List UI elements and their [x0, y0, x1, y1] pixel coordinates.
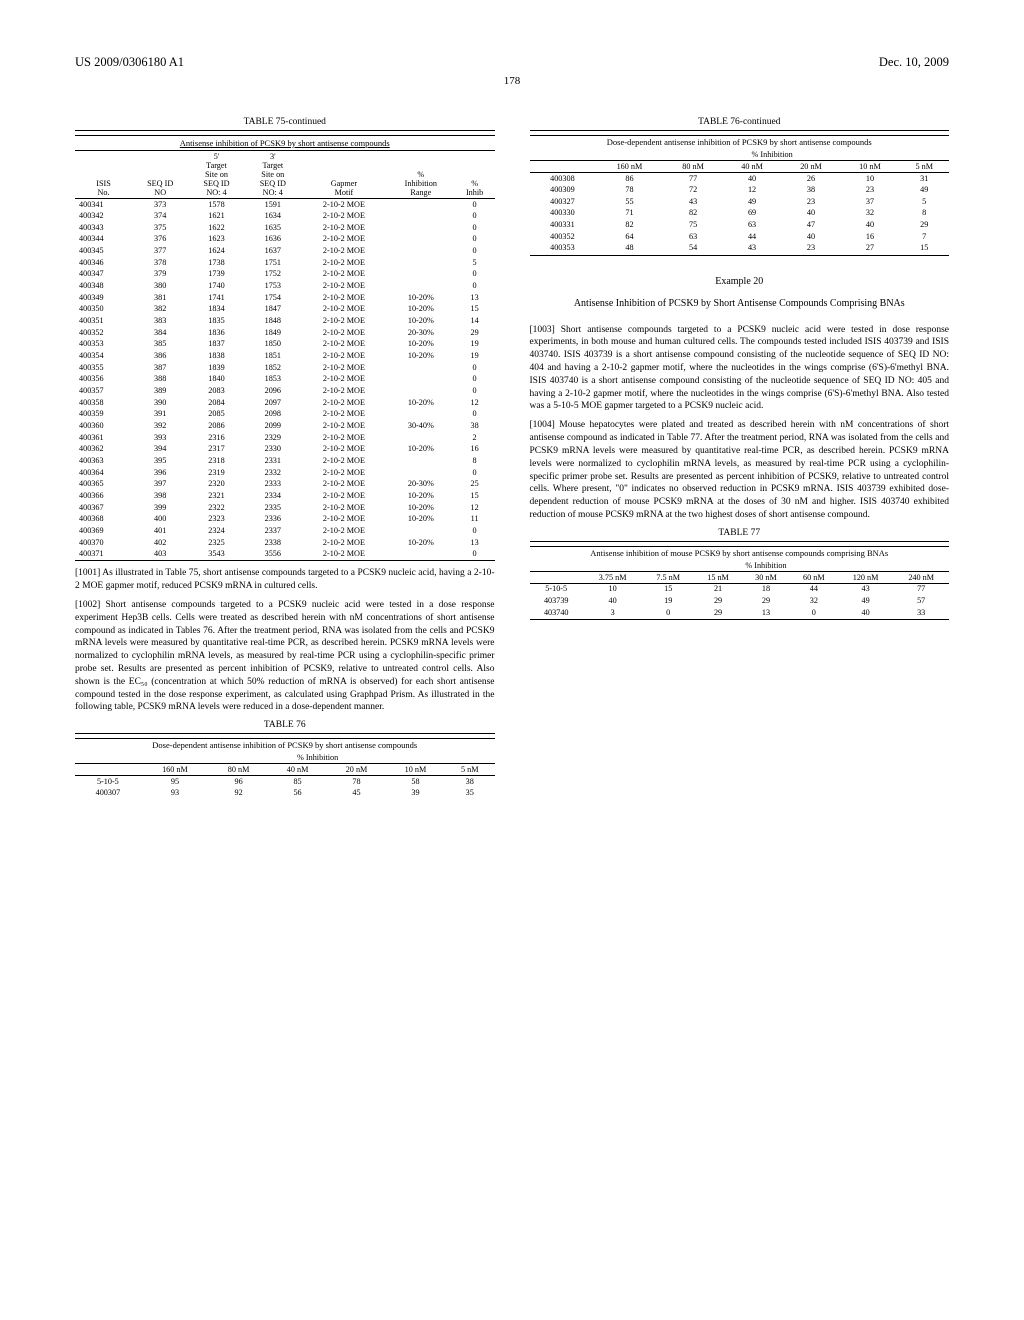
patent-number: US 2009/0306180 A1 — [75, 55, 184, 70]
col-header — [75, 764, 141, 776]
table-row: 400364396231923322-10-2 MOE0 — [75, 467, 495, 479]
col-header: ISISNo. — [75, 151, 132, 199]
table-row: 400346378173817512-10-2 MOE5 — [75, 257, 495, 269]
table77-caption: Antisense inhibition of mouse PCSK9 by s… — [530, 546, 950, 560]
table-row: 400359391208520982-10-2 MOE0 — [75, 409, 495, 421]
table-row: 400363395231823312-10-2 MOE8 — [75, 455, 495, 467]
table-row: 400355387183918522-10-2 MOE0 — [75, 362, 495, 374]
col-header: 120 nM — [838, 571, 894, 583]
table-row: 400356388184018532-10-2 MOE0 — [75, 374, 495, 386]
table-row: 400351383183518482-10-2 MOE10-20%14 — [75, 316, 495, 328]
table77-subhead: % Inhibition — [583, 560, 949, 572]
table76l-subhead: % Inhibition — [141, 752, 495, 764]
table-row: 400348380174017532-10-2 MOE0 — [75, 281, 495, 293]
col-header: GapmerMotif — [301, 151, 387, 199]
col-header — [530, 161, 596, 173]
table77-title: TABLE 77 — [530, 528, 950, 538]
table-75: ISISNo.SEQ IDNO5'TargetSite onSEQ IDNO: … — [75, 151, 495, 560]
example-20-title: Antisense Inhibition of PCSK9 by Short A… — [530, 297, 950, 310]
table-76-left: % Inhibition 160 nM80 nM40 nM20 nM10 nM5… — [75, 752, 495, 799]
table-row: 400361393231623292-10-2 MOE2 — [75, 432, 495, 444]
table-row: 400367399232223352-10-2 MOE10-20%12 — [75, 502, 495, 514]
paragraph-1001: [1001] As illustrated in Table 75, short… — [75, 567, 495, 593]
table-row: 400349381174117542-10-2 MOE10-20%13 — [75, 292, 495, 304]
col-header: 7.5 nM — [642, 571, 694, 583]
table76r-caption: Dose-dependent antisense inhibition of P… — [530, 135, 950, 149]
table-row: 400307939256453935 — [75, 788, 495, 800]
col-header: 15 nM — [694, 571, 742, 583]
table-row: 400309787212382349 — [530, 185, 950, 197]
col-header: 10 nM — [386, 764, 445, 776]
table76r-title: TABLE 76-continued — [530, 117, 950, 127]
col-header: 60 nM — [790, 571, 838, 583]
col-header: 3.75 nM — [583, 571, 642, 583]
table-row: 400344376162316362-10-2 MOE0 — [75, 234, 495, 246]
example-20-label: Example 20 — [530, 276, 950, 287]
table-row: 400353485443232715 — [530, 243, 950, 255]
table-row: 400357389208320962-10-2 MOE0 — [75, 386, 495, 398]
col-header — [530, 571, 583, 583]
table-row: 400343375162216352-10-2 MOE0 — [75, 222, 495, 234]
col-header: %Inhib — [455, 151, 495, 199]
table-row: 40374030291304033 — [530, 607, 950, 619]
col-header: 40 nM — [723, 161, 782, 173]
table-row: 40033071826940328 — [530, 208, 950, 220]
table-row: 40035264634440167 — [530, 231, 950, 243]
col-header: 5'TargetSite onSEQ IDNO: 4 — [188, 151, 244, 199]
table-row: 400366398232123342-10-2 MOE10-20%15 — [75, 490, 495, 502]
table-row: 400370402232523382-10-2 MOE10-20%13 — [75, 537, 495, 549]
table-row: 400342374162116342-10-2 MOE0 — [75, 211, 495, 223]
table-row: 400352384183618492-10-2 MOE20-30%29 — [75, 327, 495, 339]
publication-date: Dec. 10, 2009 — [879, 55, 949, 70]
right-column: TABLE 76-continued Dose-dependent antise… — [530, 117, 950, 800]
table-row: 400368400232323362-10-2 MOE10-20%11 — [75, 514, 495, 526]
table-row: 400308867740261031 — [530, 173, 950, 185]
table-row: 400362394231723302-10-2 MOE10-20%16 — [75, 444, 495, 456]
table-row: 40032755434923375 — [530, 196, 950, 208]
page-header: US 2009/0306180 A1 Dec. 10, 2009 — [75, 55, 949, 70]
table-row: 400345377162416372-10-2 MOE0 — [75, 246, 495, 258]
table-row: 400358390208420972-10-2 MOE10-20%12 — [75, 397, 495, 409]
table-row: 400331827563474029 — [530, 220, 950, 232]
col-header: 5 nM — [445, 764, 495, 776]
table76-title: TABLE 76 — [75, 720, 495, 730]
table-76-right: % Inhibition 160 nM80 nM40 nM20 nM10 nM5… — [530, 149, 950, 255]
left-column: TABLE 75-continued Antisense inhibition … — [75, 117, 495, 800]
paragraph-1003: [1003] Short antisense compounds targete… — [530, 324, 950, 414]
table-row: 400369401232423372-10-2 MOE0 — [75, 525, 495, 537]
table-row: 400341373157815912-10-2 MOE0 — [75, 199, 495, 211]
table-row: 400354386183818512-10-2 MOE10-20%19 — [75, 351, 495, 363]
table-row: 400353385183718502-10-2 MOE10-20%19 — [75, 339, 495, 351]
table-row: 400360392208620992-10-2 MOE30-40%38 — [75, 420, 495, 432]
col-header: 160 nM — [595, 161, 663, 173]
col-header: 5 nM — [899, 161, 949, 173]
table-row: 5-10-510152118444377 — [530, 583, 950, 595]
table-row: 400365397232023332-10-2 MOE20-30%25 — [75, 479, 495, 491]
paragraph-1004: [1004] Mouse hepatocytes were plated and… — [530, 419, 950, 522]
col-header: 80 nM — [209, 764, 268, 776]
col-header: 10 nM — [840, 161, 899, 173]
col-header: SEQ IDNO — [132, 151, 188, 199]
col-header: %InhibitionRange — [387, 151, 455, 199]
col-header: 40 nM — [268, 764, 327, 776]
col-header: 160 nM — [141, 764, 209, 776]
paragraph-1002: [1002] Short antisense compounds targete… — [75, 599, 495, 714]
page-number: 178 — [75, 75, 949, 87]
col-header: 20 nM — [782, 161, 841, 173]
table-row: 5-10-5959685785838 — [75, 776, 495, 788]
table75-title: TABLE 75-continued — [75, 117, 495, 127]
table-row: 400347379173917522-10-2 MOE0 — [75, 269, 495, 281]
table76-caption: Dose-dependent antisense inhibition of P… — [75, 738, 495, 752]
col-header: 30 nM — [742, 571, 790, 583]
table-row: 400350382183418472-10-2 MOE10-20%15 — [75, 304, 495, 316]
col-header: 3'TargetSite onSEQ IDNO: 4 — [245, 151, 301, 199]
col-header: 20 nM — [327, 764, 386, 776]
col-header: 80 nM — [664, 161, 723, 173]
col-header: 240 nM — [893, 571, 949, 583]
table-77: % Inhibition 3.75 nM7.5 nM15 nM30 nM60 n… — [530, 560, 950, 619]
table76r-subhead: % Inhibition — [595, 149, 949, 161]
table-row: 400371403354335562-10-2 MOE0 — [75, 549, 495, 561]
table75-caption: Antisense inhibition of PCSK9 by short a… — [75, 135, 495, 151]
table-row: 40373940192929324957 — [530, 595, 950, 607]
